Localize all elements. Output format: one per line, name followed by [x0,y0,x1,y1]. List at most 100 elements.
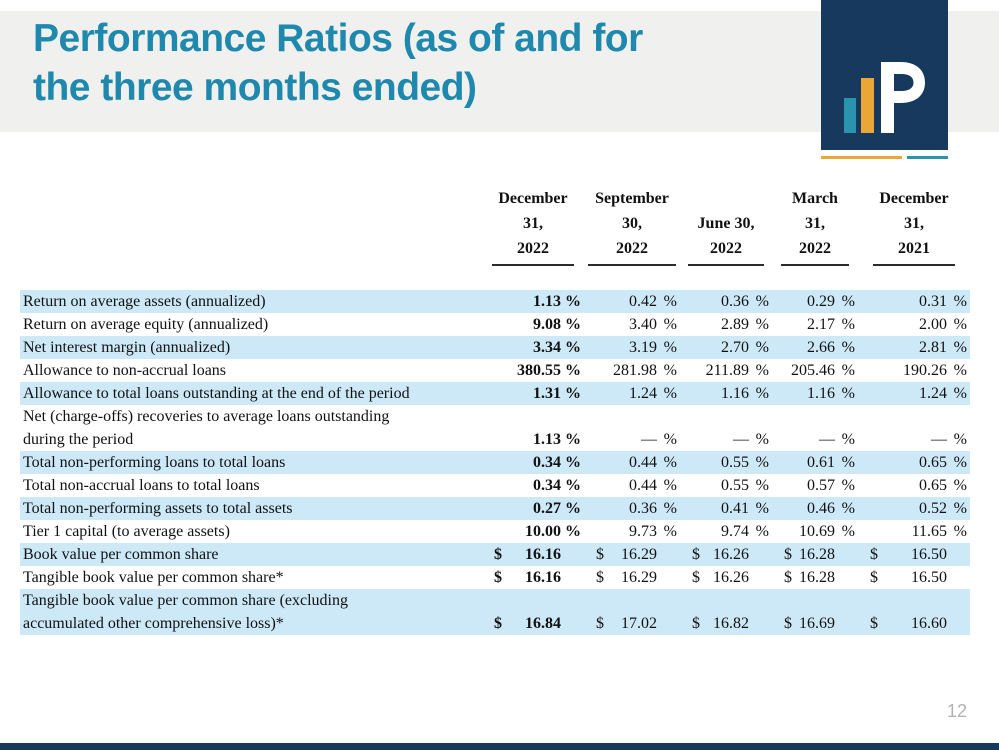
currency-symbol: $ [596,615,604,632]
percent-symbol: % [953,431,967,448]
currency-symbol: $ [784,546,792,563]
percent-symbol: % [755,293,769,310]
percent-symbol: % [755,477,769,494]
percent-symbol: % [565,339,581,356]
value-number: 0.36 [721,293,749,310]
value-number: 1.13 [533,431,561,448]
percent-symbol: % [841,385,855,402]
currency-symbol: $ [784,569,792,586]
percent-symbol: % [663,500,677,517]
value-number: 16.50 [911,569,947,586]
table-row: Allowance to total loans outstanding at … [20,382,970,405]
table-row: Total non-performing loans to total loan… [20,451,970,474]
column-header-empty [20,186,482,266]
table-row: Net (charge-offs) recoveries to average … [20,405,970,451]
cell-value: 0.55% [680,451,772,474]
value-number: 1.31 [533,385,561,402]
percent-symbol: % [663,477,677,494]
cell-value: —% [772,405,858,451]
percent-symbol: % [841,431,855,448]
table-row: Return on average equity (annualized) 9.0… [20,313,970,336]
value-number: 2.70 [721,339,749,356]
currency-symbol: $ [494,615,502,632]
cell-value: —% [584,405,680,451]
value-number: 16.82 [713,615,749,632]
value-number: 1.24 [919,385,947,402]
row-label: Tier 1 capital (to average assets) [23,523,230,540]
value-number: 0.65 [919,477,947,494]
cell-value: 1.24% [858,382,970,405]
value-number: 0.52 [919,500,947,517]
currency-symbol: $ [870,615,878,632]
percent-symbol: % [953,293,967,310]
bar-chart-p-icon [844,62,925,133]
value-number: 9.73 [629,523,657,540]
logo-underline-gold [821,156,902,159]
cell-value: 0.61% [772,451,858,474]
value-number: 211.89 [705,362,749,379]
cell-value: $16.28 [772,543,858,566]
value-number: 10.00 [525,523,561,540]
value-number: 2.66 [807,339,835,356]
row-label: Allowance to non-accrual loans [23,362,227,379]
value-number: 2.17 [807,316,835,333]
percent-symbol: % [755,500,769,517]
percent-symbol: % [953,339,967,356]
cell-value: $16.26 [680,566,772,589]
cell-value: 0.41% [680,497,772,520]
currency-symbol: $ [870,569,878,586]
table-row: Tier 1 capital (to average assets) 10.00%… [20,520,970,543]
value-number: 16.16 [525,546,561,563]
value-number: 0.41 [721,500,749,517]
value-number: 2.81 [919,339,947,356]
value-number: 1.24 [629,385,657,402]
cell-value: 9.08% [482,313,584,336]
cell-value: 2.66% [772,336,858,359]
percent-symbol: % [841,293,855,310]
cell-value: —% [680,405,772,451]
currency-symbol: $ [494,569,502,586]
cell-value: $16.50 [858,543,970,566]
cell-value: 0.27% [482,497,584,520]
cell-value: 0.57% [772,474,858,497]
percent-symbol: % [953,362,967,379]
cell-value: 2.89% [680,313,772,336]
percent-symbol: % [755,523,769,540]
table-row: Tangible book value per common share (ex… [20,589,970,635]
cell-value: 11.65% [858,520,970,543]
cell-value: 0.65% [858,474,970,497]
cell-value: $16.69 [772,589,858,635]
cell-value: $16.29 [584,566,680,589]
title-line-2: the three months ended) [33,66,477,109]
cell-value: 0.65% [858,451,970,474]
value-number: 0.31 [919,293,947,310]
value-number: — [641,431,657,448]
value-number: 0.34 [533,454,561,471]
column-header: December 31, 2022 [482,186,584,266]
value-number: 16.29 [621,546,657,563]
percent-symbol: % [663,454,677,471]
table-row: Total non-accrual loans to total loans 0.… [20,474,970,497]
value-number: 11.65 [911,523,947,540]
row-label: Return on average assets (annualized) [23,293,266,310]
percent-symbol: % [663,523,677,540]
cell-value: $16.82 [680,589,772,635]
cell-value: $16.29 [584,543,680,566]
percent-symbol: % [565,431,581,448]
percent-symbol: % [565,477,581,494]
percent-symbol: % [841,523,855,540]
table-row: Tangible book value per common share* $16… [20,566,970,589]
value-number: 16.26 [713,546,749,563]
row-label: Net (charge-offs) recoveries to average … [23,408,390,448]
cell-value: 0.44% [584,451,680,474]
percent-symbol: % [841,500,855,517]
cell-value: 0.52% [858,497,970,520]
percent-symbol: % [953,477,967,494]
cell-value: 2.70% [680,336,772,359]
footer-bar [0,743,999,750]
cell-value: 211.89% [680,359,772,382]
table-row: Net interest margin (annualized) 3.34% 3.1… [20,336,970,359]
currency-symbol: $ [692,546,700,563]
value-number: 0.65 [919,454,947,471]
value-number: 0.36 [629,500,657,517]
